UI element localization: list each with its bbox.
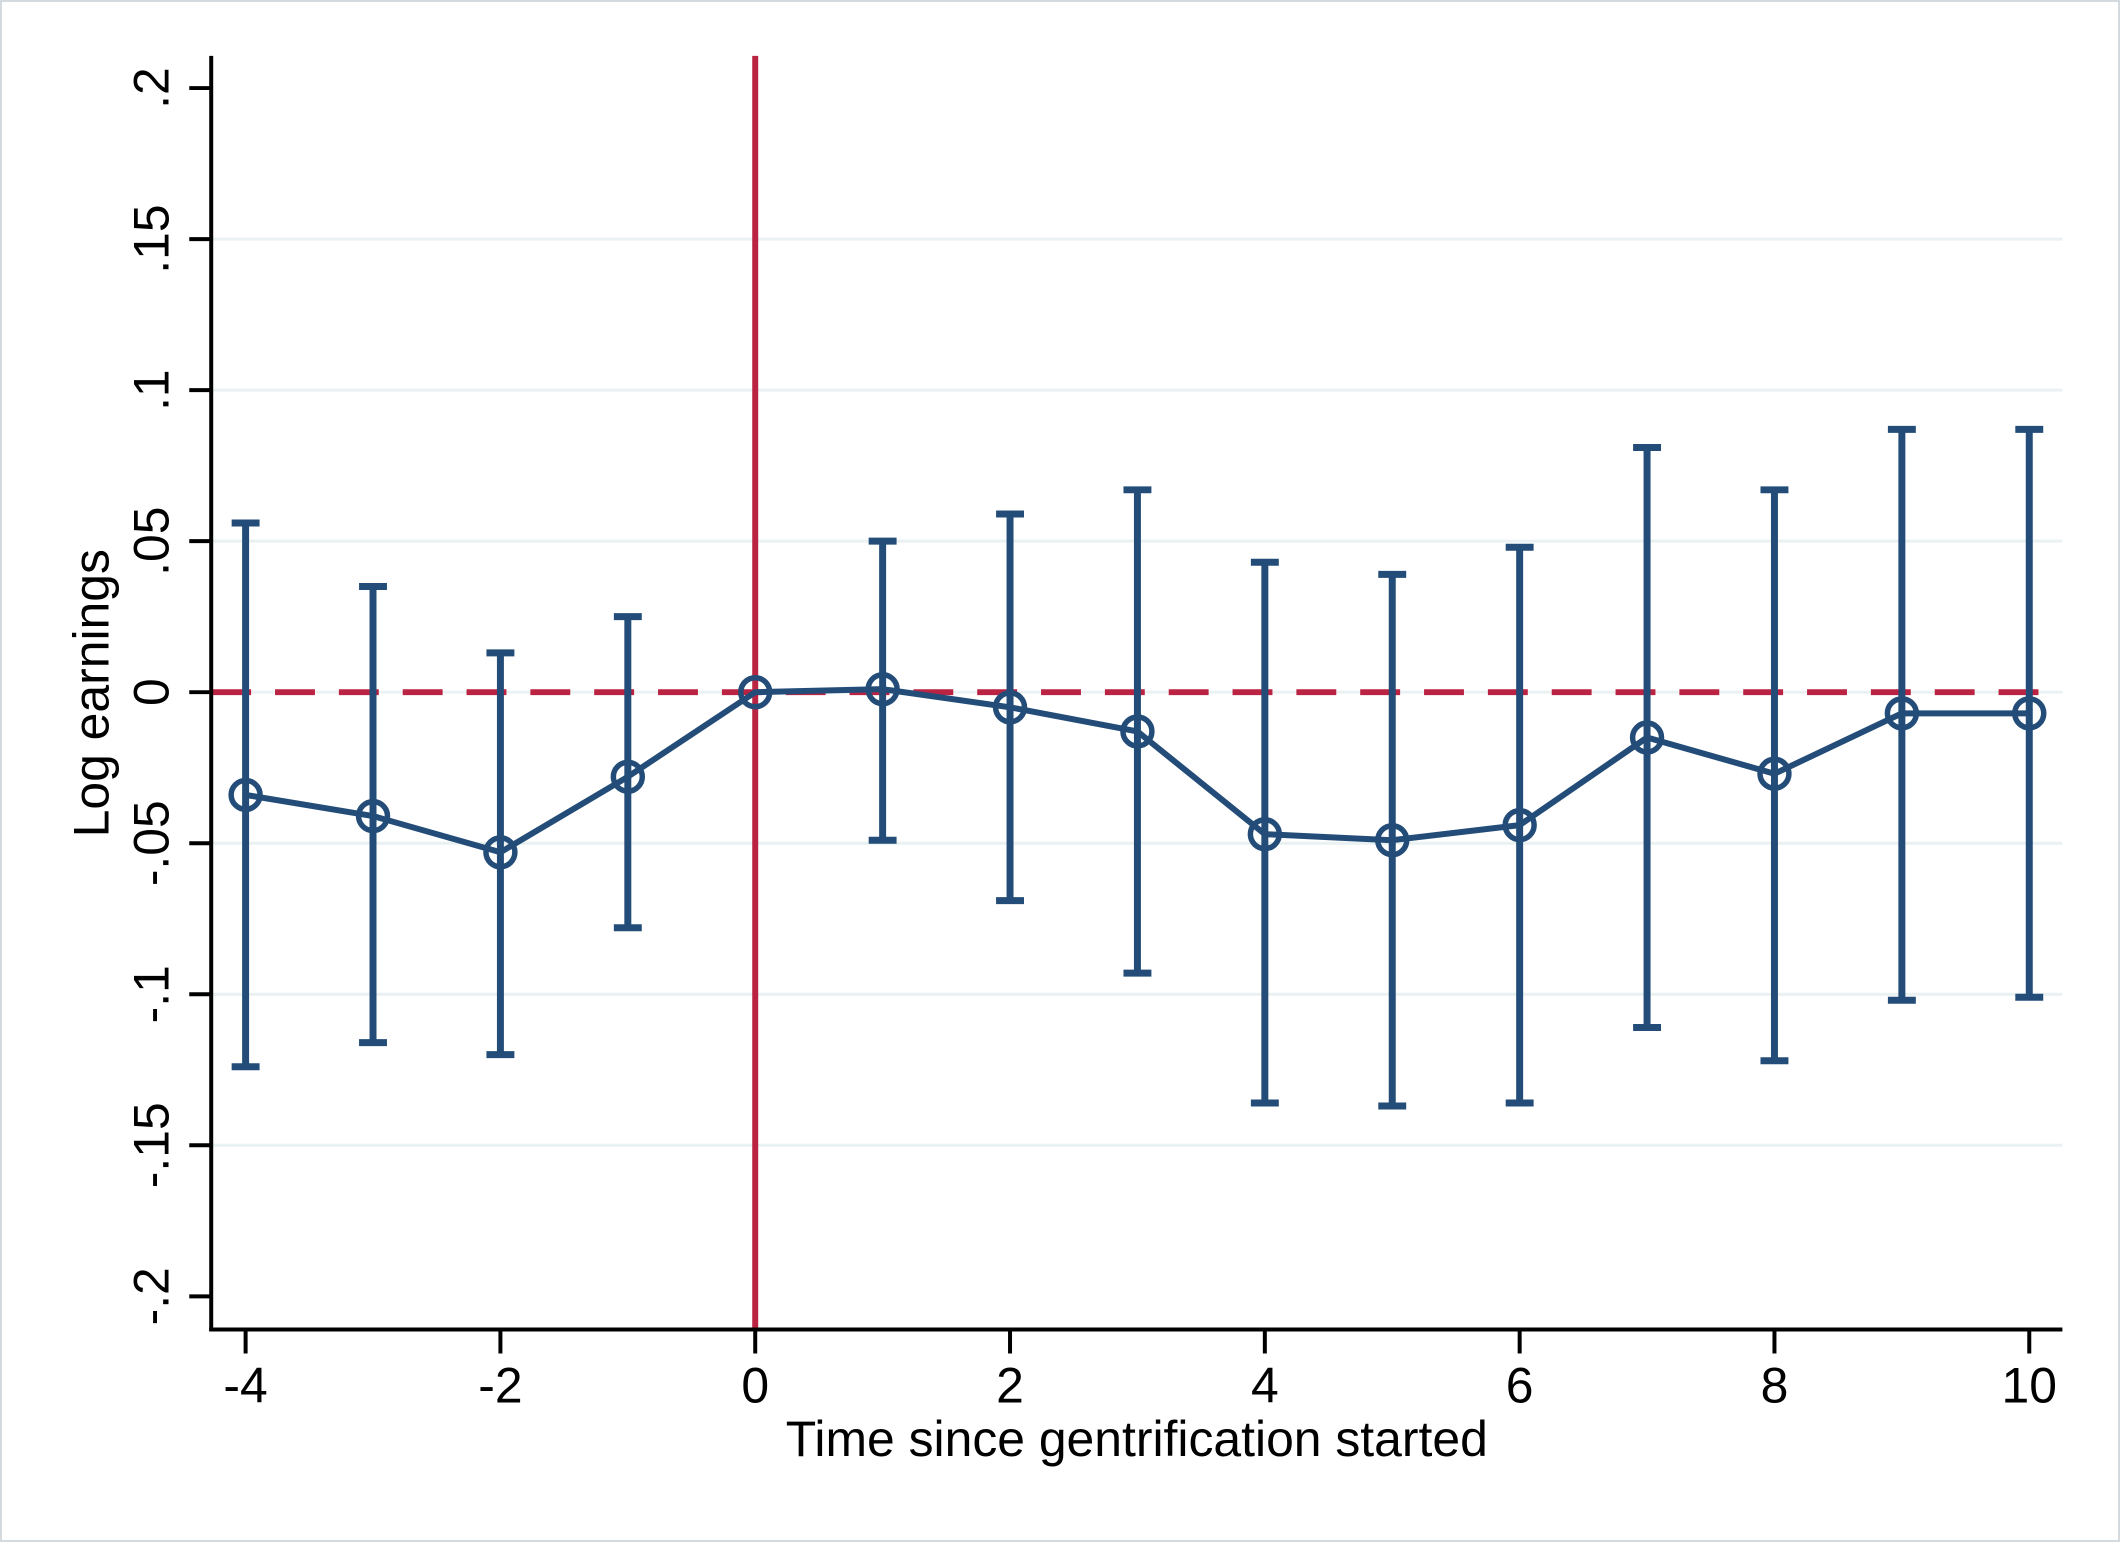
x-tick-label: 8 <box>1761 1357 1789 1413</box>
estimate-marker <box>228 777 263 813</box>
x-tick-label: 10 <box>2002 1357 2057 1413</box>
estimate-marker <box>1247 816 1283 852</box>
y-tick-label: -.1 <box>123 965 179 1023</box>
estimate-marker <box>483 835 518 870</box>
y-tick-label: -.05 <box>123 800 179 886</box>
x-tick-label: 4 <box>1251 1357 1279 1413</box>
x-tick-label: 2 <box>996 1357 1024 1413</box>
estimate-marker <box>865 671 900 707</box>
estimate-marker <box>1757 756 1792 791</box>
x-axis-title: Time since gentrification started <box>786 1411 1488 1467</box>
estimate-marker <box>2012 696 2047 731</box>
y-tick-label: -.15 <box>123 1102 179 1188</box>
plot-area: .2 .15 .1 .05 0 -.05 -.1 -.15 -.2 -4 -2 0 2 4 6 8 10 <box>123 55 2063 1413</box>
y-tick-label: .1 <box>123 369 179 411</box>
y-tick-label: -.2 <box>123 1267 179 1325</box>
estimate-marker <box>1502 807 1537 843</box>
estimate-marker <box>738 674 773 710</box>
estimate-marker <box>1120 714 1155 749</box>
estimate-marker <box>1629 720 1665 755</box>
estimate-marker <box>1375 822 1410 858</box>
y-tick-label: 0 <box>123 678 179 706</box>
estimate-marker <box>610 759 646 794</box>
estimate-marker <box>1884 696 1920 731</box>
y-axis-title: Log earnings <box>63 549 119 837</box>
x-tick-label: -2 <box>478 1357 522 1413</box>
y-tick-label: .05 <box>123 507 179 576</box>
estimate-marker <box>355 798 391 834</box>
estimate-marker <box>992 690 1028 725</box>
x-tick-label: -4 <box>223 1357 267 1413</box>
x-tick-label: 0 <box>741 1357 769 1413</box>
estimate-line <box>245 686 2030 856</box>
x-tick-label: 6 <box>1506 1357 1534 1413</box>
y-tick-label: .15 <box>123 204 179 273</box>
y-tick-label: .2 <box>123 67 179 109</box>
